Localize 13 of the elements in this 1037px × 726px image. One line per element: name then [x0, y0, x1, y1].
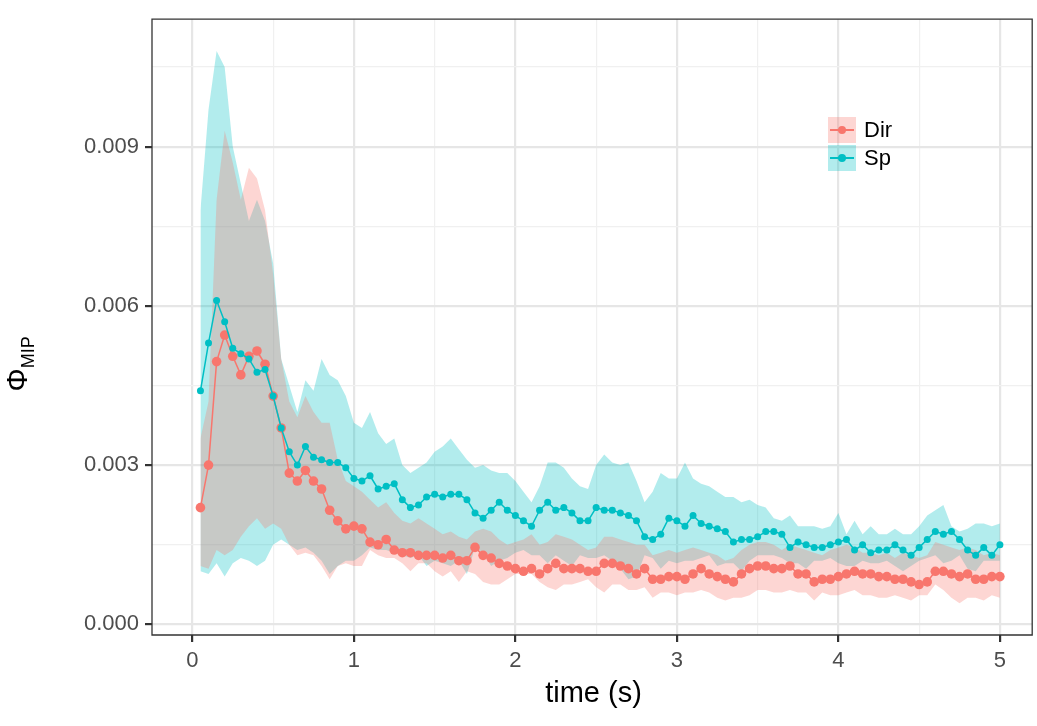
y-tick-label: 0.000: [83, 610, 139, 636]
x-tick-label: 0: [186, 647, 199, 673]
legend-label: Dir: [864, 117, 893, 143]
x-tick-label: 1: [347, 647, 361, 673]
y-tick-label: 0.009: [83, 132, 139, 158]
x-tick-label: 4: [832, 647, 845, 673]
x-axis-title: time (s): [544, 676, 643, 709]
y-tick-label: 0.003: [83, 451, 139, 477]
y-tick-label: 0.006: [83, 291, 139, 317]
x-tick-label: 2: [509, 647, 522, 673]
legend-label: Sp: [864, 145, 891, 171]
x-tick-label: 5: [993, 647, 1007, 673]
x-tick-label: 3: [670, 647, 684, 673]
